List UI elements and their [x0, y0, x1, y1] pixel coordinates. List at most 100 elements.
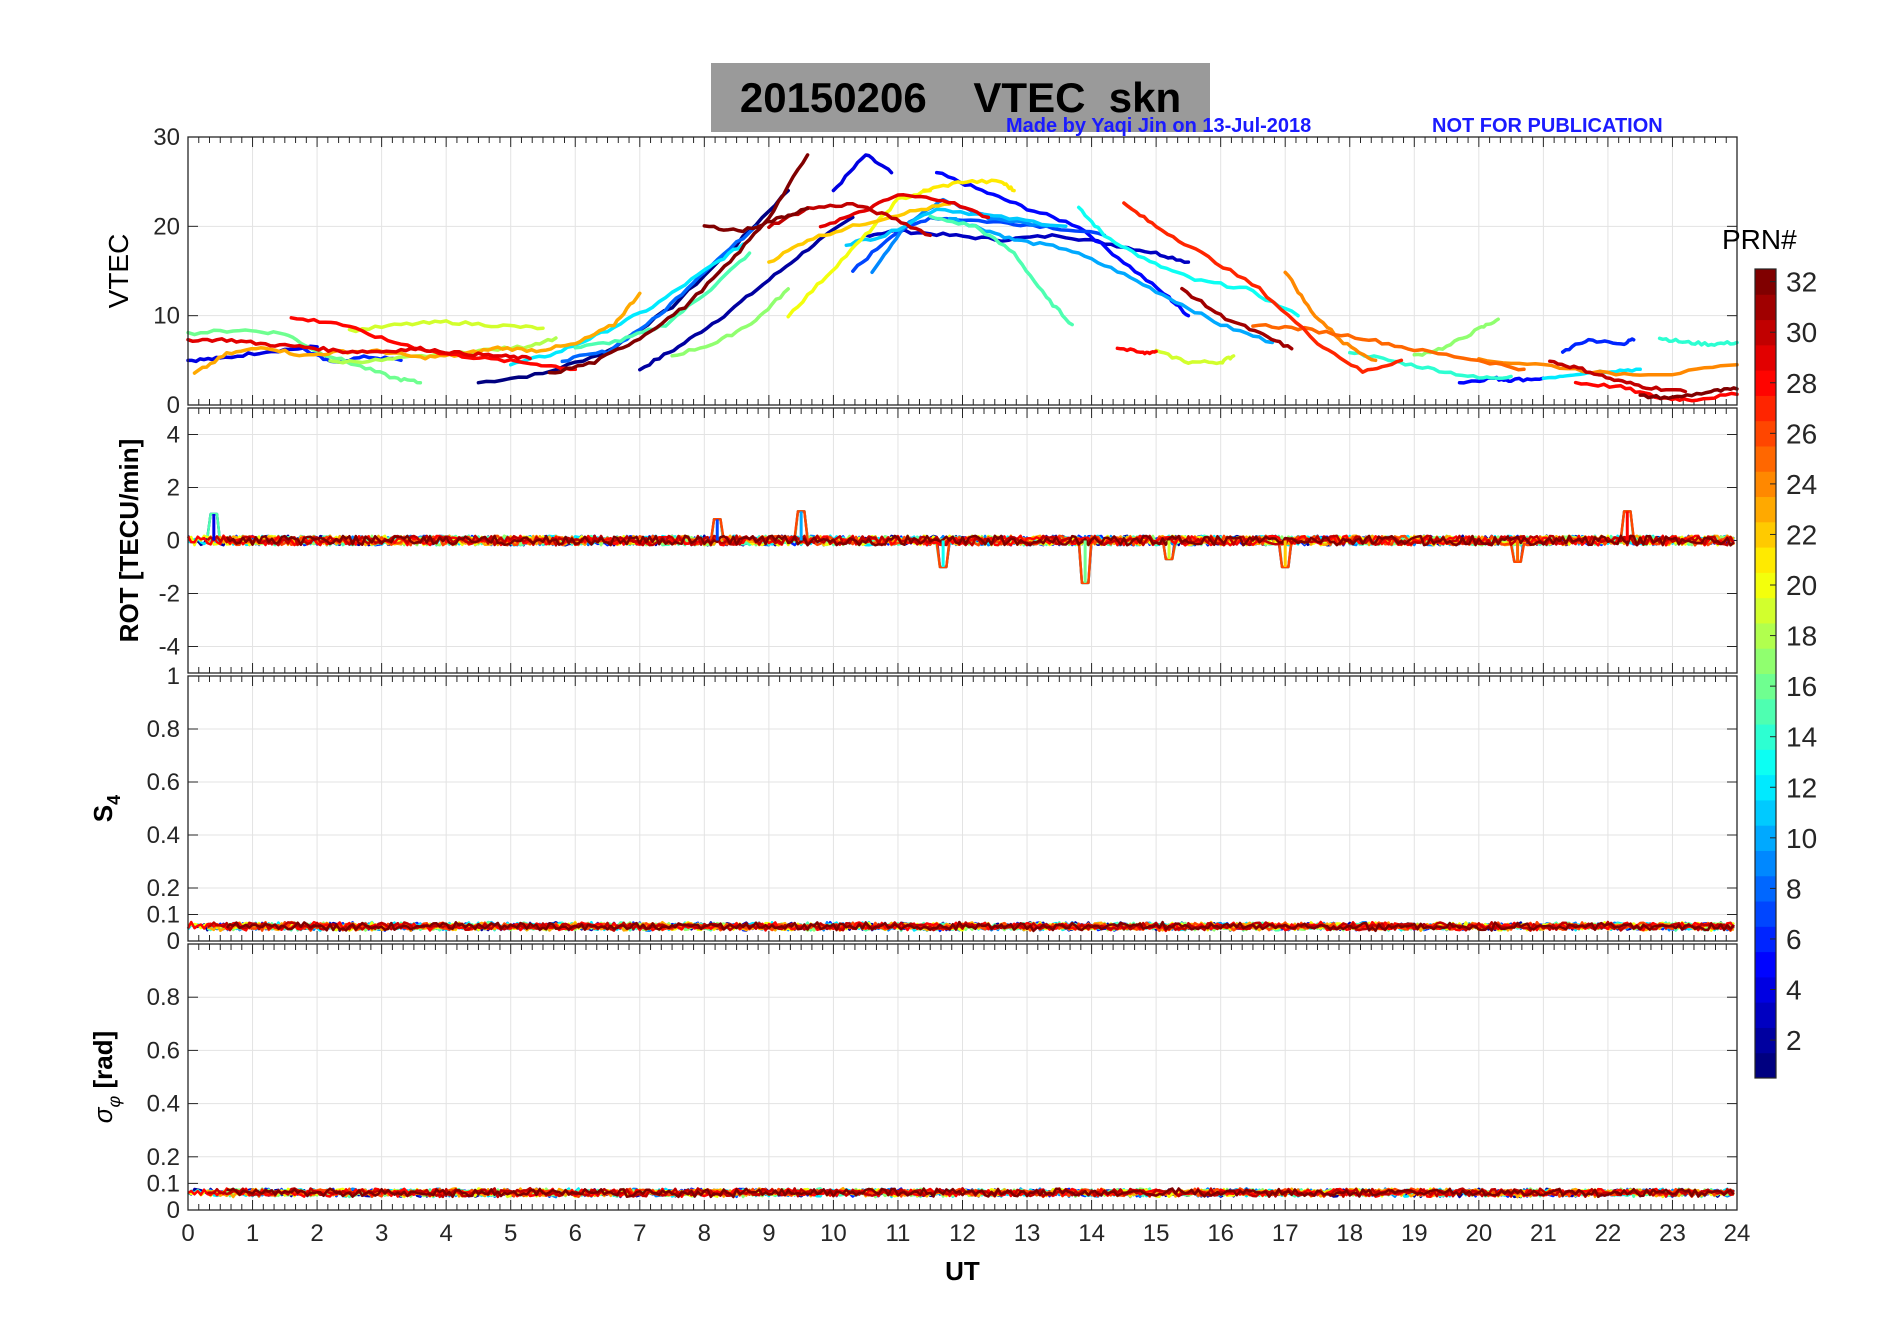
- colorbar-segment: [1755, 926, 1776, 953]
- vtec-series-prn-32: [702, 206, 810, 234]
- y-tick-label: 0.6: [147, 1037, 180, 1064]
- y-axis-label: σφ [rad]: [88, 1031, 124, 1123]
- y-axis-label: VTEC: [103, 234, 134, 309]
- colorbar-tick-label: 26: [1786, 418, 1817, 449]
- colorbar-segment: [1755, 622, 1776, 649]
- colorbar-tick-label: 6: [1786, 924, 1802, 955]
- s4-series-prn-32: [225, 920, 1735, 933]
- x-tick-label: 6: [569, 1220, 582, 1247]
- panel-vtec: 0 10 20 30 VTEC: [103, 124, 1739, 419]
- colorbar-tick-label: 18: [1786, 621, 1817, 652]
- vtec-series-prn-14: [1348, 350, 1513, 381]
- colorbar-segment: [1755, 698, 1776, 725]
- colorbar-frame: [1754, 268, 1777, 1079]
- vtec-series-prn-24: [1283, 270, 1378, 363]
- colorbar-segment: [1755, 1002, 1776, 1028]
- x-tick-label: 1: [246, 1220, 259, 1247]
- colorbar-tick-label: 2: [1786, 1025, 1802, 1056]
- colorbar-segment: [1755, 850, 1776, 877]
- colorbar-tick-label: 30: [1786, 317, 1817, 348]
- x-tick-label: 16: [1207, 1220, 1234, 1247]
- x-tick-label: 7: [633, 1220, 646, 1247]
- y-axis-label-unit: [rad]: [88, 1031, 118, 1096]
- vtec-series-prn-1: [476, 188, 790, 385]
- x-tick-label: 19: [1401, 1220, 1428, 1247]
- y-tick-label: -2: [159, 581, 180, 608]
- y-tick-label: 0: [167, 928, 180, 955]
- vtec-series-prn-23: [192, 291, 642, 375]
- y-axis-label-sigma: σ: [88, 1106, 118, 1123]
- vtec-series-prn-8: [560, 224, 758, 364]
- y-tick-label: 4: [167, 422, 180, 449]
- vtec-series-prn-22: [767, 202, 952, 264]
- x-tick-label: 13: [1014, 1220, 1041, 1247]
- vtec-series-prn-4: [186, 344, 319, 364]
- colorbar-tick-label: 12: [1786, 772, 1817, 803]
- y-tick-label: -4: [159, 634, 180, 661]
- vtec-series-prn-28: [1115, 346, 1158, 356]
- colorbar-segment: [1755, 749, 1776, 776]
- vtec-series-prn-19: [1154, 348, 1236, 366]
- colorbar-tick-label: 14: [1786, 722, 1817, 753]
- colorbar-tick-label: 24: [1786, 469, 1817, 500]
- colorbar-segment: [1755, 496, 1776, 523]
- colorbar-segment: [1755, 445, 1776, 472]
- x-tick-label: 20: [1465, 1220, 1492, 1247]
- colorbar-tick-label: 10: [1786, 823, 1817, 854]
- vtec-series-prn-17: [670, 287, 790, 358]
- panel-s4: 00.10.2 0.4 0.6 0.8 1 S4: [88, 663, 1738, 955]
- vtec-series-prn-21: [922, 178, 1016, 193]
- colorbar-segment: [1755, 976, 1776, 1003]
- y-tick-label: 0.2: [147, 1144, 180, 1171]
- colorbar-segment: [1755, 1027, 1776, 1054]
- colorbar-segment: [1755, 572, 1776, 599]
- x-tick-label: 3: [375, 1220, 388, 1247]
- colorbar-segment: [1755, 294, 1776, 321]
- rot-series-prn-2: [187, 510, 1735, 585]
- colorbar-segment: [1755, 799, 1776, 826]
- colorbar-segment: [1755, 420, 1776, 447]
- colorbar-segment: [1755, 648, 1776, 674]
- colorbar-segment: [1755, 673, 1776, 700]
- x-tick-label: 4: [439, 1220, 452, 1247]
- vtec-series-prn-25: [1251, 322, 1526, 372]
- colorbar-segment: [1755, 875, 1776, 902]
- rot-series-prn-15: [206, 510, 1735, 585]
- vtec-series-prn-28: [289, 316, 578, 372]
- colorbar-segment: [1755, 547, 1776, 573]
- colorbar-segment: [1755, 901, 1776, 927]
- vtec-series-prn-3: [863, 228, 1191, 264]
- x-tick-label: 8: [698, 1220, 711, 1247]
- y-tick-label: 0.8: [147, 984, 180, 1011]
- y-tick-label: 30: [153, 124, 180, 151]
- vtec-series-prn-31: [1180, 286, 1294, 351]
- colorbar-tick-label: 32: [1786, 267, 1817, 298]
- credit-notice: NOT FOR PUBLICATION: [1432, 115, 1663, 137]
- x-tick-label: 23: [1659, 1220, 1686, 1247]
- vtec-series-prn-7: [851, 215, 1107, 273]
- y-tick-label: 2: [167, 475, 180, 502]
- vtec-series-prn-15: [928, 214, 1074, 327]
- y-tick-label: 0.4: [147, 822, 180, 849]
- vtec-series-prn-4: [831, 153, 894, 193]
- panel-sigma_phi: 00.10.20.40.60.8σφ [rad]0 1 2 3 4 5 6 7 8 9 10 11 12…: [88, 943, 1751, 1286]
- x-tick-label: 5: [504, 1220, 517, 1247]
- colorbar-segment: [1755, 724, 1776, 750]
- y-tick-label: 1: [167, 663, 180, 690]
- vtec-series-prn-13: [1076, 205, 1300, 318]
- vtec-series-prn-29: [818, 193, 991, 229]
- vtec-series-prn-14: [1657, 336, 1739, 348]
- colorbar-segment: [1755, 951, 1776, 978]
- vtec-series-prn-27: [1122, 201, 1404, 374]
- colorbar-segment: [1755, 597, 1776, 624]
- colorbar-segment: [1755, 319, 1776, 346]
- x-tick-label: 10: [820, 1220, 847, 1247]
- y-tick-label: 0.4: [147, 1091, 180, 1118]
- x-tick-label: 18: [1336, 1220, 1363, 1247]
- panel-frame: [187, 407, 1738, 674]
- x-tick-label: 24: [1724, 1220, 1751, 1247]
- y-axis-label: ROT [TECU/min]: [114, 439, 144, 643]
- chart-title: 20150206 VTEC skn: [739, 74, 1182, 121]
